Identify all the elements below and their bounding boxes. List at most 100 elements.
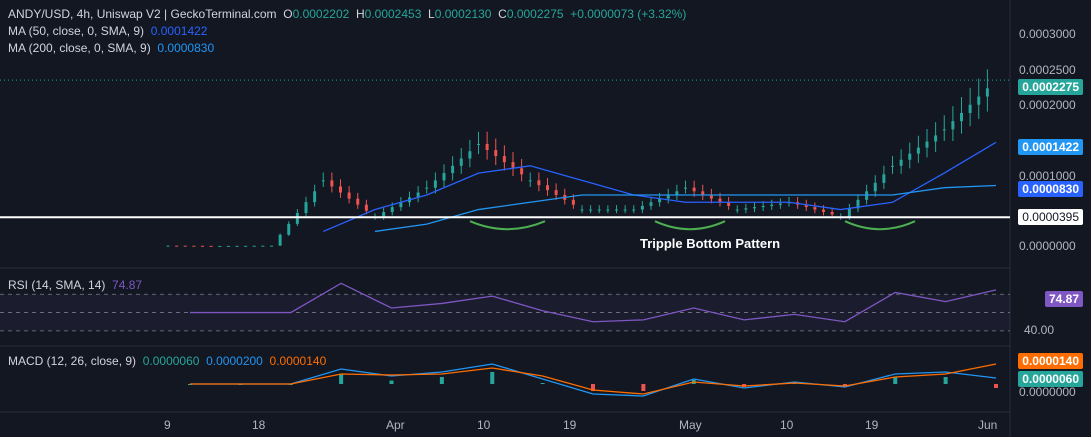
candle-body xyxy=(528,180,532,182)
candle-body xyxy=(882,174,886,183)
macd-histogram-bar xyxy=(389,380,394,384)
ma200-label: MA (200, close, 0, SMA, 9) xyxy=(8,41,151,55)
candle-body xyxy=(252,245,256,247)
ma50-label: MA (50, close, 0, SMA, 9) xyxy=(8,24,145,38)
candle-body xyxy=(692,187,696,192)
pattern-label: Tripple Bottom Pattern xyxy=(640,236,781,251)
current-price-tag: 0.0002275 xyxy=(1018,79,1083,95)
candle-body xyxy=(942,129,946,131)
candle-body xyxy=(934,135,938,142)
ma50-line xyxy=(322,141,997,233)
candle-body xyxy=(175,245,179,247)
candle-body xyxy=(192,245,196,247)
candle-body xyxy=(511,162,515,169)
macd-histogram-bar xyxy=(641,384,646,391)
candle-body xyxy=(916,147,920,154)
candle-body xyxy=(304,202,308,214)
candle-body xyxy=(778,203,782,205)
candle-body xyxy=(701,191,705,195)
rsi-legend: RSI (14, SMA, 14) 74.87 xyxy=(8,278,142,292)
candle-body xyxy=(908,153,912,160)
candle-body xyxy=(554,190,558,195)
candle-body xyxy=(520,168,524,175)
candle-body xyxy=(494,150,498,157)
candle-body xyxy=(399,202,403,208)
rsi-label: RSI (14, SMA, 14) xyxy=(8,278,106,292)
candle-body xyxy=(658,198,662,203)
candle-body xyxy=(761,205,765,208)
time-tick: Apr xyxy=(386,418,405,432)
ma200-line xyxy=(374,184,997,233)
time-tick: 18 xyxy=(252,418,266,432)
candle-body xyxy=(925,141,929,148)
candle-body xyxy=(675,191,679,195)
macd-histogram-bar xyxy=(339,374,344,384)
price-tick: 0.0002500 xyxy=(1019,63,1076,77)
rsi-tag: 74.87 xyxy=(1044,291,1083,307)
low-label: L xyxy=(428,7,435,21)
close-value: 0.0002275 xyxy=(506,7,564,21)
macd-histogram-bar xyxy=(943,377,948,384)
candle-body xyxy=(856,199,860,209)
candle-body xyxy=(873,182,877,192)
candle-body xyxy=(899,159,903,166)
chart-header: ANDY/USD, 4h, Uniswap V2 | GeckoTerminal… xyxy=(8,7,686,21)
time-tick: 9 xyxy=(164,418,171,432)
candle-body xyxy=(425,187,429,189)
macd-histogram-bar xyxy=(439,377,444,384)
macd-histogram-bar xyxy=(490,372,495,384)
candle-body xyxy=(468,151,472,159)
candle-body xyxy=(589,209,593,211)
candle-body xyxy=(580,209,584,211)
candle-body xyxy=(666,194,670,199)
time-tick: 10 xyxy=(780,418,794,432)
candle-body xyxy=(235,245,239,247)
candle-body xyxy=(744,208,748,210)
candle-body xyxy=(977,96,981,105)
candle-body xyxy=(183,245,187,247)
macd-histogram-bar xyxy=(994,384,998,388)
macd-tag-top: 0.0000140 xyxy=(1018,353,1083,369)
candle-body xyxy=(649,202,653,206)
macd-histogram-bar xyxy=(842,384,847,386)
macd-label: MACD (12, 26, close, 9) xyxy=(8,354,137,368)
support-tag: 0.0000395 xyxy=(1018,209,1083,225)
candle-body xyxy=(226,245,230,247)
candle-body xyxy=(640,205,644,210)
triple-bottom-arc xyxy=(844,220,916,231)
candle-body xyxy=(166,245,170,247)
open-value: 0.0002202 xyxy=(292,7,350,21)
candle-body xyxy=(623,209,627,211)
candle-body xyxy=(804,204,808,208)
macd-legend: MACD (12, 26, close, 9) 0.0000060 0.0000… xyxy=(8,354,326,368)
candle-body xyxy=(347,192,351,199)
candle-body xyxy=(960,112,963,122)
candle-body xyxy=(891,165,894,167)
candle-body xyxy=(830,211,834,215)
candle-body xyxy=(968,104,972,113)
candle-body xyxy=(597,209,601,211)
candle-body xyxy=(727,202,731,206)
candle-body xyxy=(390,207,394,212)
macd-signal-line xyxy=(190,363,997,395)
candle-body xyxy=(985,88,989,97)
candle-body xyxy=(847,208,851,217)
candle-body xyxy=(209,245,213,247)
candle-body xyxy=(537,180,541,186)
candle-body xyxy=(822,209,825,212)
candle-body xyxy=(270,245,273,247)
candle-body xyxy=(813,207,817,210)
macd-histogram-bar xyxy=(893,377,898,384)
candle-body xyxy=(416,192,420,198)
price-tick: 0.0002000 xyxy=(1019,98,1076,112)
time-tick: 19 xyxy=(563,418,577,432)
symbol-line: ANDY/USD, 4h, Uniswap V2 | GeckoTerminal… xyxy=(8,7,277,21)
ma200-value: 0.0000830 xyxy=(157,41,215,55)
candle-body xyxy=(295,213,299,224)
candle-body xyxy=(339,186,342,193)
candle-body xyxy=(382,211,386,217)
time-tick: Jun xyxy=(978,418,998,432)
triple-bottom-arc xyxy=(469,220,546,231)
candle-body xyxy=(356,198,360,205)
